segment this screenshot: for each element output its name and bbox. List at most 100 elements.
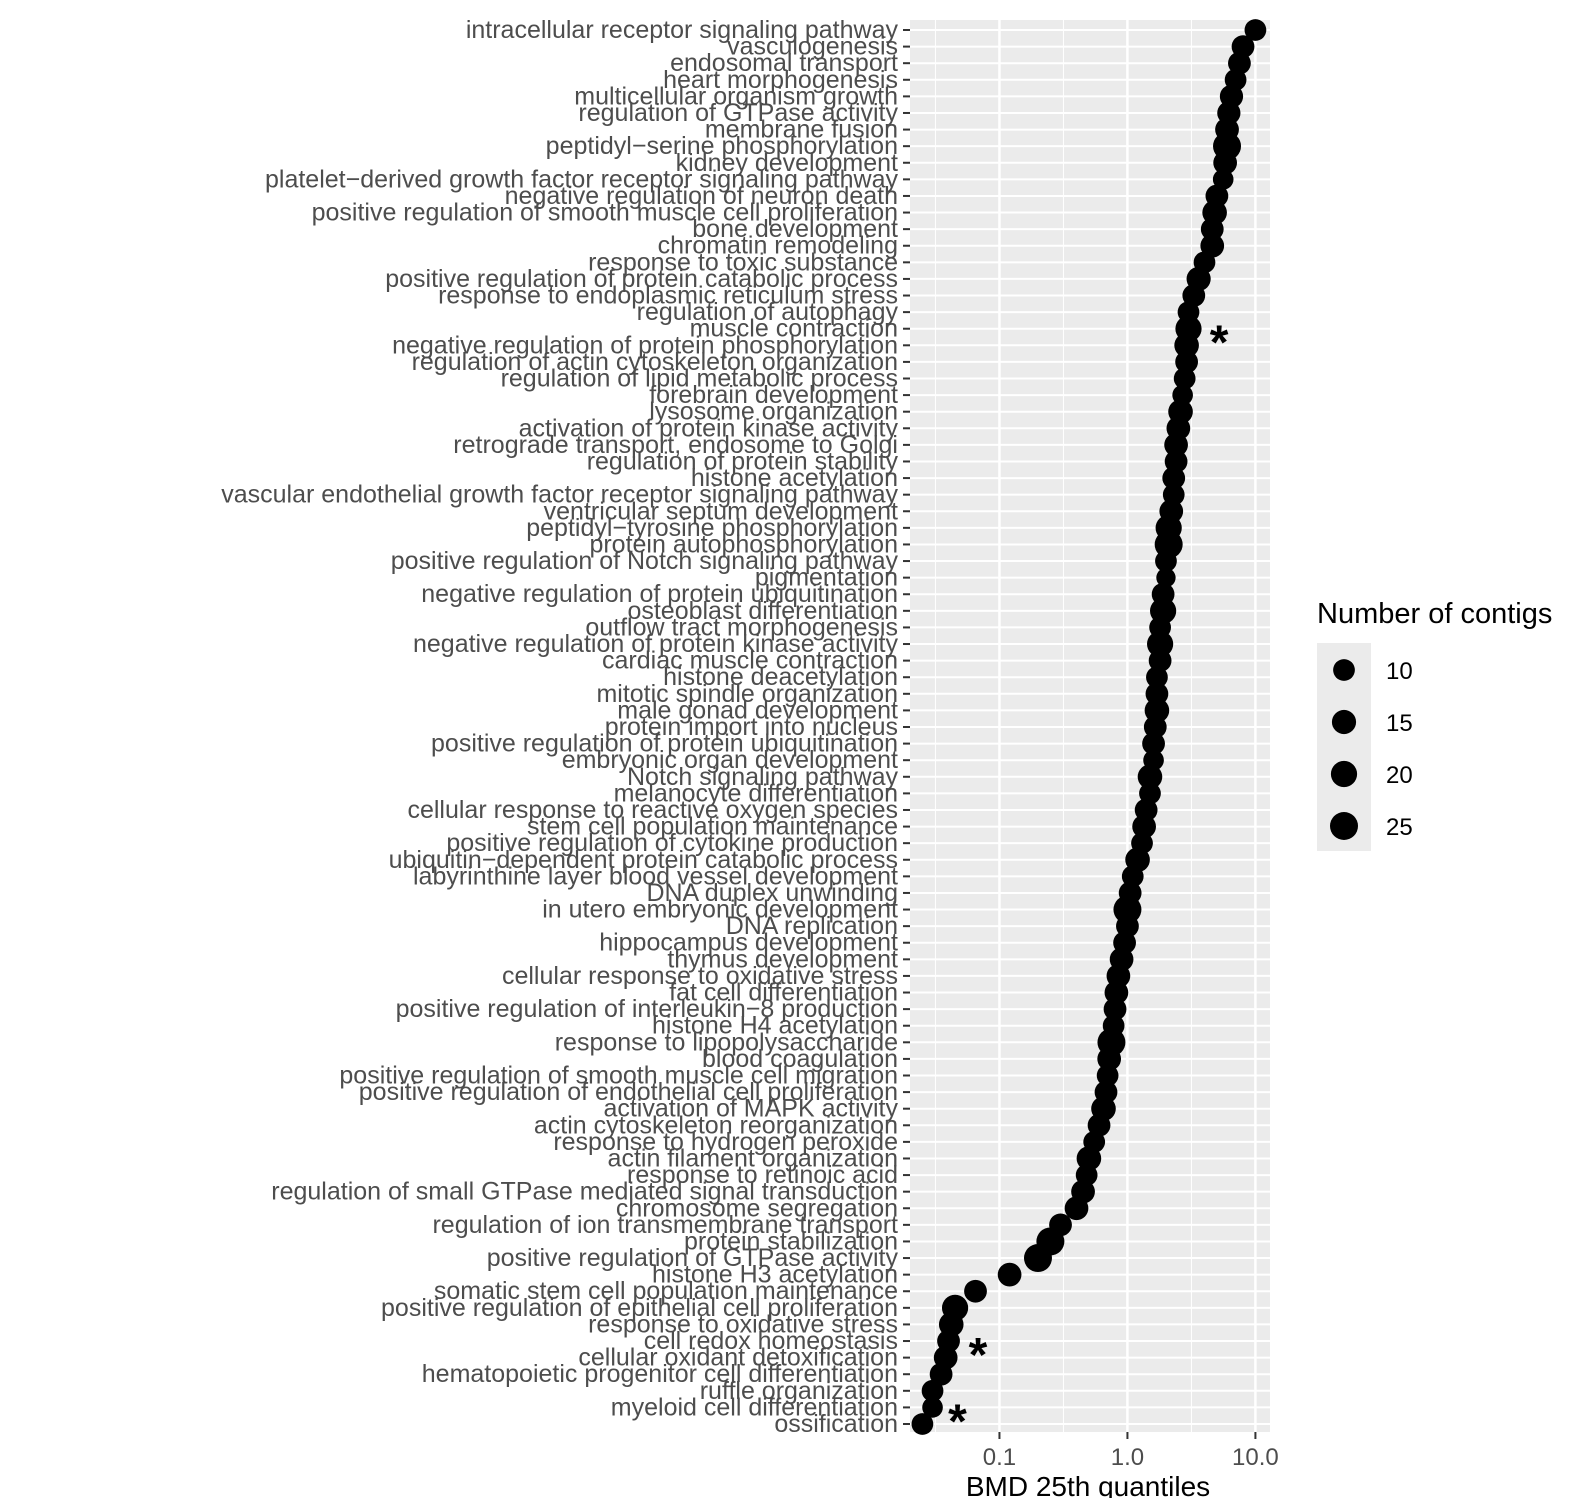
y-tick-label: negative regulation of protein kinase ac… [413,630,899,658]
x-tick-label: 1.0 [1111,1444,1144,1471]
y-tick-label: positive regulation of protein catabolic… [385,265,898,293]
y-tick-label: ventricular septum development [544,497,898,525]
y-tick-label: histone acetylation [691,464,898,492]
x-tick-label: 10.0 [1232,1444,1279,1471]
legend-key-point [1330,760,1358,788]
y-tick-label: chromatin remodeling [658,232,898,260]
y-tick-label: thymus development [667,945,898,973]
y-tick-label: response to oxidative stress [588,1310,898,1338]
y-tick-label: outflow tract morphogenesis [585,613,898,641]
y-tick-label: somatic stem cell population maintenance [434,1277,898,1305]
y-tick-label: mitotic spindle organization [596,680,898,708]
y-tick-label: response to endoplasmic reticulum stress [438,282,898,310]
data-point [1023,1244,1052,1273]
data-point [1148,649,1172,673]
data-point [1096,1064,1119,1087]
y-tick-label: response to hydrogen peroxide [553,1128,898,1156]
data-point [1113,895,1142,924]
data-point [921,1379,944,1402]
y-axis: intracellular receptor signaling pathway… [221,16,910,1438]
y-tick-label: ossification [774,1410,898,1438]
data-point [997,1262,1022,1287]
y-tick-label: cellular oxidant detoxification [578,1344,898,1372]
y-tick-label: positive regulation of cytokine producti… [446,829,898,857]
x-axis: 0.1 1.0 10.0 [983,1432,1279,1471]
significance-annotations: *** [948,317,1229,1449]
y-tick-label: kidney development [676,149,898,177]
data-point [1200,217,1224,241]
y-tick-label: labyrinthine layer blood vessel developm… [413,862,898,890]
y-tick-label: muscle contraction [690,315,898,343]
legend-label: 20 [1386,762,1413,789]
y-tick-label: DNA replication [726,912,898,940]
y-tick-label: pigmentation [755,564,898,592]
y-tick-label: peptidyl−serine phosphorylation [546,132,898,160]
y-tick-label: cellular response to reactive oxygen spe… [407,796,898,824]
y-tick-label: actin filament organization [608,1144,898,1172]
x-axis-title: BMD 25th quantiles [966,1471,1210,1498]
data-point [1087,1113,1111,1137]
y-tick-label: embryonic organ development [562,746,898,774]
y-tick-label: regulation of actin cytoskeleton organiz… [412,348,898,376]
data-point [1143,715,1167,739]
data-point [1175,350,1199,374]
data-point [1164,450,1188,473]
y-tick-label: melanocyte differentiation [614,779,898,807]
data-point [922,1397,943,1418]
legend-label: 25 [1386,814,1413,841]
data-point [1228,51,1251,75]
y-tick-label: vasculogenesis [727,33,898,61]
y-tick-label: positive regulation of GTPase activity [487,1244,899,1272]
y-tick-label: activation of MAPK activity [603,1095,898,1123]
y-tick-label: cardiac muscle contraction [602,647,898,675]
data-point [964,1279,987,1303]
y-tick-label: peptidyl−tyrosine phosphorylation [526,514,898,542]
y-tick-label: positive regulation of interleukin−8 pro… [396,995,898,1023]
y-tick-label: negative regulation of protein ubiquitin… [421,580,898,608]
y-tick-label: negative regulation of neuron death [505,182,898,210]
data-point [1147,630,1174,658]
data-point [1137,764,1163,790]
gridlines [910,20,1270,1432]
data-point [1182,284,1206,307]
data-point [1244,19,1267,41]
y-tick-label: male gonad development [617,696,898,724]
legend-key-point [1333,659,1355,681]
y-tick-label: protein autophosphorylation [589,530,898,558]
y-tick-label: bone development [692,215,898,243]
y-tick-label: forebrain development [649,381,898,409]
y-tick-label: activation of protein kinase activity [519,414,899,442]
y-tick-label: endosomal transport [670,49,898,77]
y-tick-label: multicellular organism growth [574,82,898,110]
y-tick-label: regulation of GTPase activity [578,99,898,127]
data-point [1104,980,1129,1005]
legend-label: 10 [1386,658,1413,685]
y-tick-label: chromosome segregation [616,1194,898,1222]
y-tick-label: regulation of autophagy [637,298,899,326]
significance-asterisk: * [948,1395,967,1448]
significance-asterisk: * [969,1329,988,1382]
y-tick-label: positive regulation of protein ubiquitin… [431,730,898,758]
legend-label: 15 [1386,710,1413,737]
y-tick-label: platelet−derived growth factor receptor … [265,165,899,193]
data-point [1076,1146,1102,1171]
y-tick-label: response to retinoic acid [627,1161,898,1189]
y-tick-label: histone H3 acetylation [652,1261,898,1289]
y-tick-label: positive regulation of smooth muscle cel… [339,1062,898,1090]
data-point [1156,567,1176,588]
y-tick-label: regulation of lipid metabolic process [501,365,898,393]
significance-asterisk: * [1210,317,1229,370]
legend-title: Number of contigs [1317,598,1552,630]
data-point [1146,666,1168,689]
y-tick-label: positive regulation of Notch signaling p… [391,547,899,575]
data-point [1142,732,1165,755]
data-point [1174,333,1199,358]
y-tick-label: in utero embryonic development [542,896,898,924]
y-tick-label: osteoblast differentiation [627,597,898,625]
data-point [1097,1047,1122,1071]
data-point [1121,865,1144,888]
data-point [1162,466,1186,490]
y-tick-label: stem cell population maintenance [527,813,898,841]
